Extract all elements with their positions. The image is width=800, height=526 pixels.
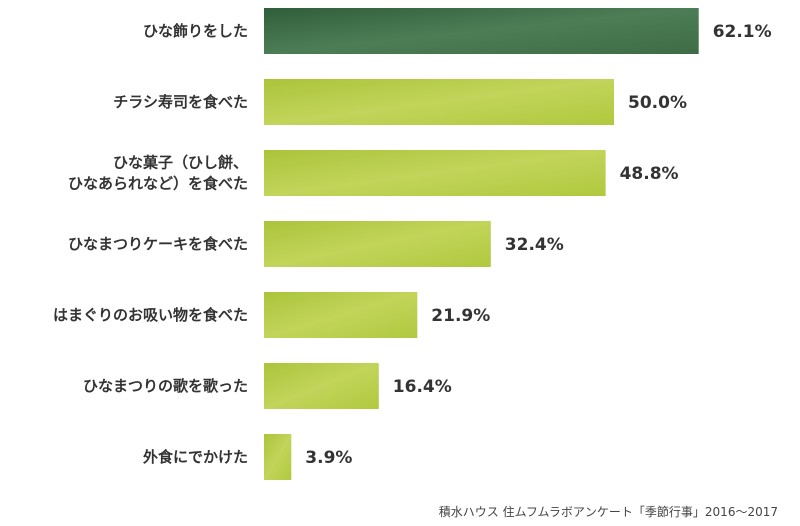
value-label-5: 16.4% xyxy=(393,377,452,397)
bar-2 xyxy=(264,150,606,196)
category-label-2-line-0: ひな菓子（ひし餅、 xyxy=(113,154,248,172)
bar-5 xyxy=(264,363,379,409)
bar-6 xyxy=(264,434,292,480)
category-label-4: はまぐりのお吸い物を食べた xyxy=(53,306,248,324)
category-label-6: 外食にでかけた xyxy=(142,448,248,466)
bar-0 xyxy=(264,8,699,54)
category-label-2-line-1: ひなあられなど）を食べた xyxy=(68,175,248,193)
bar-3 xyxy=(264,221,491,267)
bar-1 xyxy=(264,79,614,125)
value-label-1: 50.0% xyxy=(628,93,687,113)
value-label-6: 3.9% xyxy=(305,448,352,468)
category-label-1: チラシ寿司を食べた xyxy=(113,93,248,111)
value-label-4: 21.9% xyxy=(431,306,490,326)
value-label-0: 62.1% xyxy=(713,22,772,42)
value-label-2: 48.8% xyxy=(620,164,679,184)
category-label-0: ひな飾りをした xyxy=(143,22,248,40)
source-note: 積水ハウス 住ムフムラボアンケート「季節行事」2016〜2017 xyxy=(438,505,778,519)
category-label-5: ひなまつりの歌を歌った xyxy=(83,377,248,395)
bar-4 xyxy=(264,292,418,338)
category-label-3: ひなまつりケーキを食べた xyxy=(68,235,248,253)
value-label-3: 32.4% xyxy=(505,235,564,255)
